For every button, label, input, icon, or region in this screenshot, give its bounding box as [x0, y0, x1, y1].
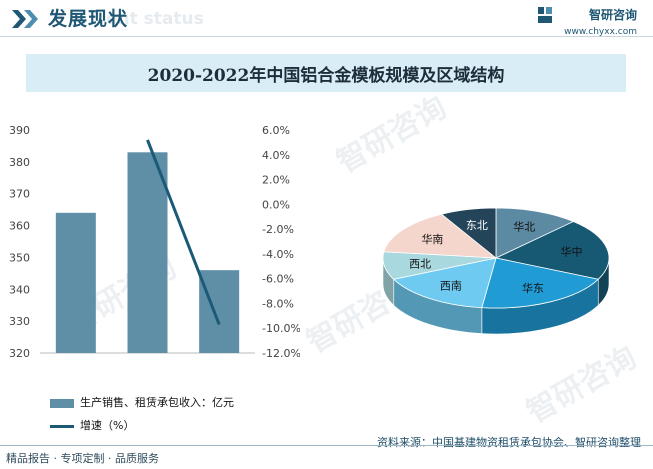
logo-mark-icon: [538, 7, 552, 23]
legend-label-bar: 生产销售、租赁承包收入：亿元: [80, 396, 234, 409]
y2-axis-tick-label: -2.0%: [262, 223, 294, 236]
chart-title: 2020-2022年中国铝合金模板规模及区域结构: [147, 66, 505, 86]
legend-swatch-bar: [50, 398, 74, 408]
pie-slice-label: 华中: [560, 245, 582, 259]
legend-swatch-line: [50, 424, 74, 428]
pie-slice: [392, 257, 497, 309]
header: ent status 发展现状 智研咨询 www.chyxx.com: [0, 0, 653, 44]
y2-axis-tick-label: 4.0%: [262, 149, 290, 162]
legend-item-line: 增速（%）: [50, 417, 134, 433]
y-axis-tick-label: 360: [9, 220, 30, 233]
y-axis-tick-label: 340: [9, 283, 30, 296]
chart-title-bar: 2020-2022年中国铝合金模板规模及区域结构: [26, 54, 626, 92]
data-source: 资料来源：中国基建物资租赁承包协会、智研咨询整理: [377, 436, 641, 449]
pie-slice-label: 西北: [409, 257, 431, 270]
pie-slice-label: 华南: [421, 232, 443, 246]
pie-slice-label: 华东: [522, 281, 544, 295]
header-title: 发展现状: [48, 8, 129, 30]
y2-axis-tick-label: 2.0%: [262, 174, 290, 187]
footer-slogan: 精品报告 · 专项定制 · 品质服务: [6, 452, 159, 465]
pie-slice: [383, 213, 498, 259]
y-axis-tick-label: 390: [9, 124, 30, 137]
pie-slice-label: 西南: [440, 280, 462, 293]
y2-axis-tick-label: -6.0%: [262, 273, 294, 286]
chevron-double-right-icon: [12, 10, 38, 28]
pie-slice: [481, 257, 600, 309]
watermark-1: 智研咨询: [331, 89, 453, 181]
y2-axis-tick-label: -10.0%: [262, 322, 300, 335]
pie-slice: [440, 207, 497, 259]
legend-label-line: 增速（%）: [80, 419, 135, 432]
header-subtitle: ent status: [106, 9, 204, 29]
logo-name: 智研咨询: [588, 8, 637, 22]
y-axis-tick-label: 380: [9, 156, 30, 169]
header-divider: [0, 36, 653, 37]
y-axis-tick-label: 330: [9, 315, 30, 328]
legend-item-bar: 生产销售、租赁承包收入：亿元: [50, 394, 234, 410]
y-axis-tick-label: 320: [9, 347, 30, 360]
y2-axis-tick-label: 0.0%: [262, 198, 290, 211]
footer-divider: [0, 445, 653, 446]
y2-axis-tick-label: 6.0%: [262, 124, 290, 137]
y2-axis-tick-label: -4.0%: [262, 248, 294, 261]
bar: [199, 270, 240, 353]
logo: 智研咨询 www.chyxx.com: [538, 6, 637, 37]
y-axis-tick-label: 370: [9, 188, 30, 201]
bar: [127, 152, 168, 353]
growth-line: [146, 139, 221, 326]
pie-slice-label: 华北: [513, 219, 535, 233]
bar: [55, 212, 96, 353]
y2-axis-tick-label: -8.0%: [262, 297, 294, 310]
y-axis-tick-label: 350: [9, 251, 30, 264]
pie-slice: [494, 221, 610, 280]
bar-line-chart: 320 330 340 350 360 370 380 390 6.0% 4.0% 2.0% 0.0%…: [9, 124, 300, 360]
y2-axis-tick-label: -12.0%: [262, 347, 300, 360]
pie-slice-label: 东北: [466, 219, 488, 232]
pie-slice: [495, 207, 575, 259]
logo-url: www.chyxx.com: [564, 27, 637, 37]
